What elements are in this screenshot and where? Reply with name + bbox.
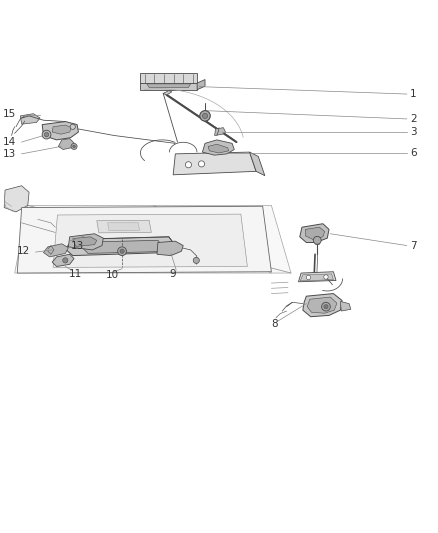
Circle shape bbox=[202, 113, 208, 118]
Text: 2: 2 bbox=[410, 114, 417, 124]
Polygon shape bbox=[141, 83, 197, 90]
Circle shape bbox=[306, 275, 311, 280]
Text: 7: 7 bbox=[410, 240, 417, 251]
Polygon shape bbox=[250, 152, 265, 176]
Polygon shape bbox=[14, 205, 291, 273]
Polygon shape bbox=[163, 91, 172, 95]
Polygon shape bbox=[83, 240, 163, 253]
Polygon shape bbox=[68, 234, 103, 250]
Polygon shape bbox=[108, 223, 140, 231]
Circle shape bbox=[70, 124, 75, 130]
Polygon shape bbox=[52, 254, 74, 266]
Polygon shape bbox=[340, 302, 351, 311]
Polygon shape bbox=[52, 125, 71, 134]
Polygon shape bbox=[298, 272, 336, 282]
Text: 1: 1 bbox=[410, 89, 417, 99]
Circle shape bbox=[198, 161, 205, 167]
Polygon shape bbox=[202, 140, 234, 155]
Circle shape bbox=[313, 236, 321, 244]
Text: 9: 9 bbox=[169, 269, 176, 279]
Text: 13: 13 bbox=[71, 240, 84, 251]
Circle shape bbox=[118, 247, 127, 256]
Polygon shape bbox=[300, 224, 329, 243]
Text: 15: 15 bbox=[3, 109, 16, 119]
Polygon shape bbox=[58, 139, 74, 149]
Circle shape bbox=[193, 257, 199, 263]
Text: 8: 8 bbox=[272, 319, 278, 329]
Text: 12: 12 bbox=[17, 246, 31, 256]
Polygon shape bbox=[73, 237, 97, 246]
Text: 13: 13 bbox=[3, 149, 16, 159]
Polygon shape bbox=[173, 152, 256, 175]
Polygon shape bbox=[307, 297, 337, 313]
Circle shape bbox=[185, 161, 191, 168]
Polygon shape bbox=[65, 237, 175, 256]
Polygon shape bbox=[157, 241, 183, 256]
Text: 3: 3 bbox=[410, 127, 417, 137]
Polygon shape bbox=[42, 122, 78, 140]
Circle shape bbox=[71, 143, 77, 149]
Polygon shape bbox=[20, 114, 40, 124]
Circle shape bbox=[200, 111, 210, 121]
Polygon shape bbox=[17, 206, 272, 273]
Circle shape bbox=[324, 304, 328, 309]
Circle shape bbox=[324, 275, 328, 279]
Circle shape bbox=[63, 258, 68, 263]
Circle shape bbox=[321, 302, 330, 311]
Polygon shape bbox=[208, 144, 229, 153]
Text: 10: 10 bbox=[106, 270, 119, 280]
Circle shape bbox=[73, 145, 75, 148]
Polygon shape bbox=[215, 128, 226, 135]
Polygon shape bbox=[53, 214, 247, 268]
Text: 11: 11 bbox=[68, 269, 81, 279]
Polygon shape bbox=[305, 227, 325, 239]
Polygon shape bbox=[197, 79, 205, 90]
Polygon shape bbox=[300, 274, 333, 281]
Text: 14: 14 bbox=[3, 137, 16, 147]
Polygon shape bbox=[43, 244, 68, 257]
Text: 6: 6 bbox=[410, 148, 417, 158]
Circle shape bbox=[42, 130, 51, 139]
Polygon shape bbox=[147, 84, 191, 87]
Polygon shape bbox=[303, 294, 342, 317]
Circle shape bbox=[120, 249, 124, 253]
Circle shape bbox=[44, 133, 49, 137]
Polygon shape bbox=[4, 185, 29, 212]
Polygon shape bbox=[97, 220, 151, 233]
Polygon shape bbox=[141, 73, 197, 83]
